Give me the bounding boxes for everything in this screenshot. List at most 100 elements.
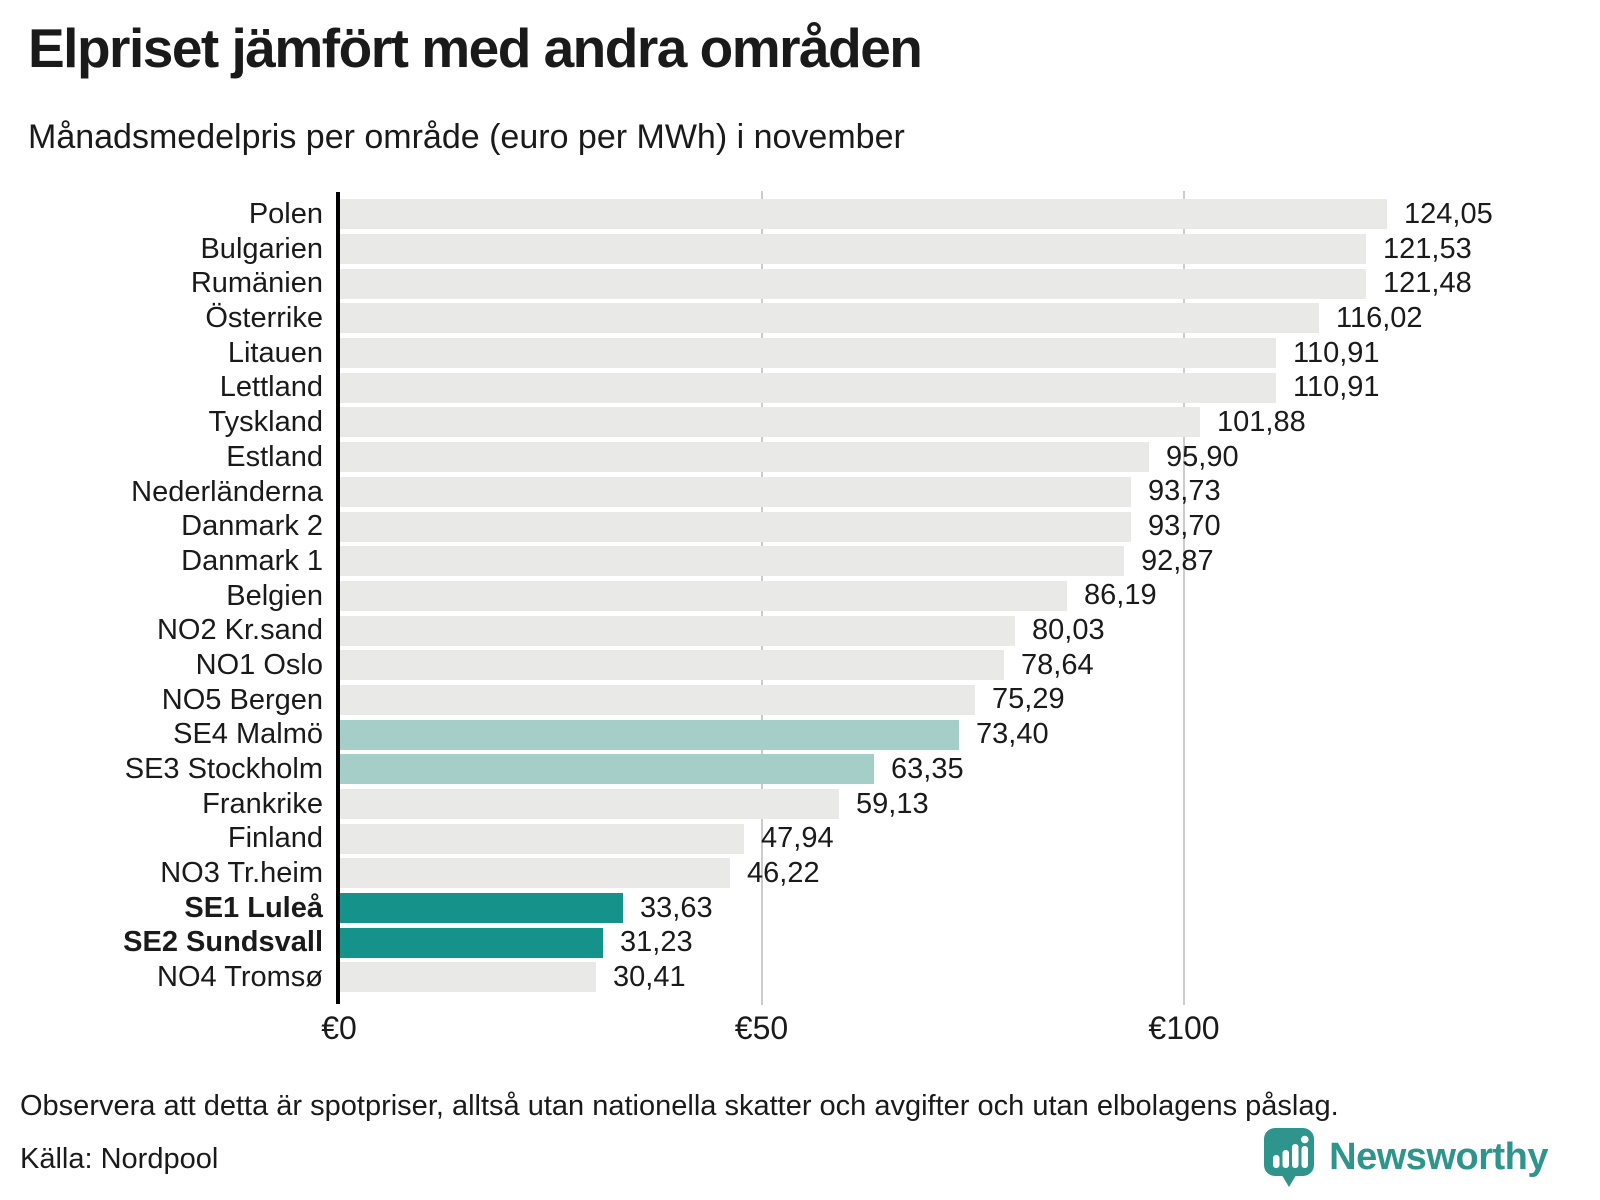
bar-row: 73,40 <box>339 717 1600 752</box>
bar <box>339 823 744 854</box>
value-label: 93,70 <box>1148 510 1221 543</box>
value-label: 92,87 <box>1141 544 1214 577</box>
value-label: 116,02 <box>1336 301 1423 334</box>
bar <box>339 858 730 889</box>
bar-row: 116,02 <box>339 301 1600 336</box>
bar <box>339 719 959 750</box>
category-label: Estland <box>226 440 323 473</box>
bar <box>339 789 839 820</box>
bar-row: 110,91 <box>339 336 1600 371</box>
category-label: NO3 Tr.heim <box>160 857 323 890</box>
footnote: Observera att detta är spotpriser, allts… <box>20 1090 1339 1122</box>
category-label: Lettland <box>219 371 323 404</box>
value-label: 121,48 <box>1383 267 1472 300</box>
bar-row: 59,13 <box>339 787 1600 822</box>
bar-row: 110,91 <box>339 370 1600 405</box>
category-label: Frankrike <box>202 787 323 820</box>
bar-row: 121,53 <box>339 232 1600 267</box>
bar <box>339 407 1200 438</box>
zero-axis-line <box>336 192 340 1004</box>
bar-row: 63,35 <box>339 752 1600 787</box>
category-label: NO4 Tromsø <box>157 961 323 994</box>
bar-row: 101,88 <box>339 405 1600 440</box>
bar <box>339 442 1149 473</box>
bar-row: 47,94 <box>339 821 1600 856</box>
bar-row: 124,05 <box>339 197 1600 232</box>
value-label: 33,63 <box>640 891 713 924</box>
gridline <box>1183 191 1185 1005</box>
category-label: Rumänien <box>190 267 323 300</box>
x-axis: €0 €50 €100 <box>321 1008 1600 1053</box>
plot-area: 124,05 121,53 121,48 116,02 110,91 110,9… <box>336 191 1600 1005</box>
newsworthy-wordmark: Newsworthy <box>1329 1135 1548 1178</box>
value-label: 30,41 <box>613 960 686 993</box>
category-label: Österrike <box>205 302 323 335</box>
bar-row: 92,87 <box>339 544 1600 579</box>
bar-row: 78,64 <box>339 648 1600 683</box>
value-label: 110,91 <box>1293 336 1380 369</box>
value-label: 124,05 <box>1404 197 1493 230</box>
category-label: Bulgarien <box>200 232 323 265</box>
bar-row: 86,19 <box>339 579 1600 614</box>
bar <box>339 338 1276 369</box>
value-label: 95,90 <box>1166 440 1239 473</box>
category-label: Tyskland <box>208 406 323 439</box>
category-label: SE4 Malmö <box>173 718 323 751</box>
category-axis: Polen Bulgarien Rumänien Österrike Litauen Le… <box>0 197 339 995</box>
bar-row: 121,48 <box>339 266 1600 301</box>
bar <box>339 615 1015 646</box>
value-label: 93,73 <box>1148 475 1221 508</box>
value-label: 59,13 <box>856 787 929 820</box>
category-label: NO5 Bergen <box>161 683 323 716</box>
bar <box>339 476 1131 507</box>
bar <box>339 199 1387 230</box>
value-label: 31,23 <box>620 926 693 959</box>
bar <box>339 754 874 785</box>
x-tick-label: €50 <box>734 1010 789 1046</box>
value-label: 80,03 <box>1032 614 1105 647</box>
value-label: 78,64 <box>1021 648 1094 681</box>
category-label: Finland <box>227 822 323 855</box>
value-label: 121,53 <box>1383 232 1472 265</box>
bar-row: 93,73 <box>339 475 1600 510</box>
category-label: Nederländerna <box>131 475 323 508</box>
bar <box>339 580 1067 611</box>
bar-row: 95,90 <box>339 440 1600 475</box>
x-tick-label: €0 <box>321 1010 357 1046</box>
value-label: 86,19 <box>1084 579 1157 612</box>
category-label: Danmark 2 <box>181 510 323 543</box>
category-label: Polen <box>248 198 323 230</box>
bar-row: 75,29 <box>339 683 1600 718</box>
bar-row: 80,03 <box>339 613 1600 648</box>
value-label: 101,88 <box>1217 405 1306 438</box>
newsworthy-logo: Newsworthy <box>1261 1126 1548 1188</box>
bar <box>339 962 596 993</box>
category-label: SE3 Stockholm <box>124 753 323 785</box>
bar <box>339 893 623 924</box>
value-label: 63,35 <box>891 752 964 785</box>
speech-bubble-bar-chart-icon <box>1264 1128 1315 1187</box>
bar-row: 93,70 <box>339 509 1600 544</box>
bar <box>339 268 1366 299</box>
category-label: NO2 Kr.sand <box>156 614 323 647</box>
bar <box>339 927 603 958</box>
value-label: 46,22 <box>747 856 820 889</box>
bar <box>339 372 1276 403</box>
bar-row: 46,22 <box>339 856 1600 891</box>
value-label: 75,29 <box>992 683 1065 716</box>
bar <box>339 234 1366 265</box>
bar <box>339 303 1319 334</box>
source-attribution: Källa: Nordpool <box>20 1143 219 1175</box>
bar <box>339 650 1004 681</box>
category-label: Danmark 1 <box>181 544 323 577</box>
bar <box>339 511 1131 542</box>
x-tick-label: €100 <box>1148 1010 1220 1046</box>
chart-subtitle: Månadsmedelpris per område (euro per MWh… <box>28 118 905 156</box>
chart-title: Elpriset jämfört med andra områden <box>28 17 923 79</box>
bar <box>339 684 975 715</box>
category-label: SE1 Luleå <box>184 891 323 924</box>
value-label: 110,91 <box>1293 371 1380 404</box>
value-label: 47,94 <box>761 822 834 855</box>
bar-row: 31,23 <box>339 925 1600 960</box>
